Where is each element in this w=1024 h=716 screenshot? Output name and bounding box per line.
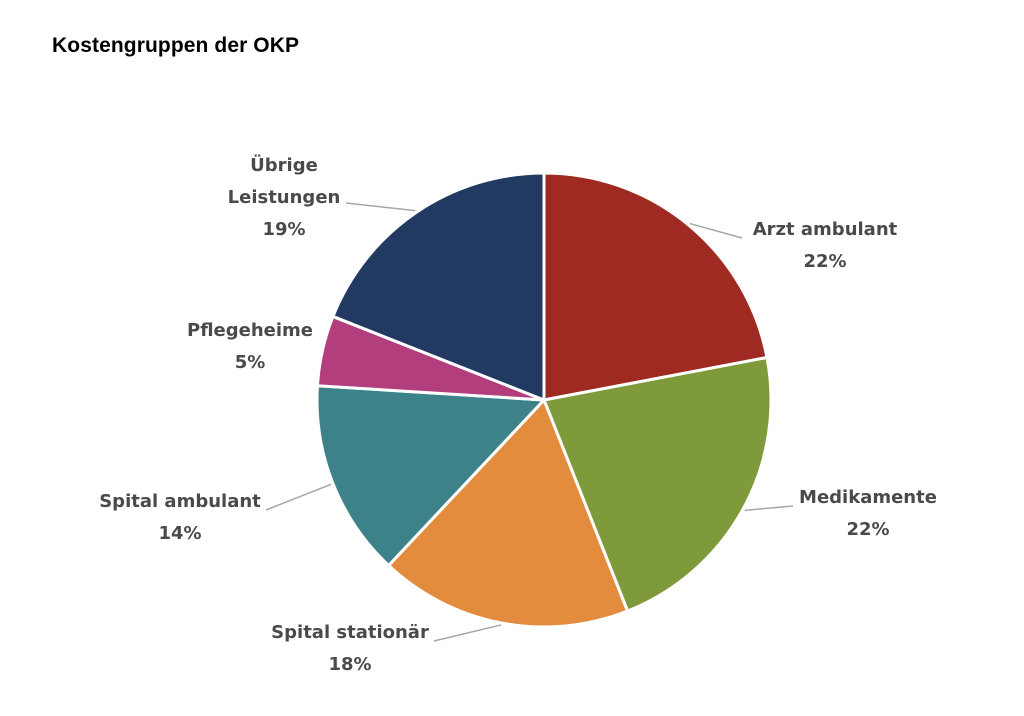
pie-slice-spital-stationar bbox=[387, 398, 630, 629]
slice-percent-spital-stationar: 18% bbox=[328, 654, 371, 675]
leader-line-arzt-ambulant bbox=[689, 222, 743, 239]
slice-percent-medikamente: 22% bbox=[846, 519, 889, 540]
leader-lines bbox=[265, 202, 794, 642]
slice-percent-arzt-ambulant: 22% bbox=[803, 251, 846, 272]
slice-labels: Arzt ambulant 22% Medikamente 22% Spital sta… bbox=[99, 154, 937, 675]
leader-line-medikamente bbox=[744, 505, 794, 512]
slice-label-spital-ambulant: Spital ambulant bbox=[99, 491, 261, 512]
slice-percent-pflegeheime: 5% bbox=[235, 352, 266, 373]
leader-line-spital-stationar bbox=[433, 624, 502, 642]
slice-percent-spital-ambulant: 14% bbox=[158, 523, 201, 544]
slice-label-medikamente: Medikamente bbox=[799, 487, 937, 508]
leader-line-ubrige-leistungen bbox=[345, 202, 416, 212]
slice-label-pflegeheime: Pflegeheime bbox=[187, 320, 313, 341]
slice-percent-ubrige-leistungen: 19% bbox=[262, 219, 305, 240]
pie-slice-ubrige-leistungen bbox=[331, 171, 546, 402]
slice-label-arzt-ambulant: Arzt ambulant bbox=[753, 219, 898, 240]
pie-slice-medikamente bbox=[542, 355, 773, 613]
slice-label-ubrige-leistungen: Übrige bbox=[250, 154, 318, 176]
pie-slice-arzt-ambulant bbox=[542, 171, 769, 402]
slice-label-ubrige-leistungen: Leistungen bbox=[228, 187, 341, 208]
leader-line-spital-ambulant bbox=[265, 483, 332, 511]
pie-slice-spital-ambulant bbox=[315, 384, 546, 567]
pie-slices bbox=[315, 171, 773, 629]
chart-title: Kostengruppen der OKP bbox=[52, 34, 300, 57]
slice-label-spital-stationar: Spital stationär bbox=[271, 622, 429, 643]
